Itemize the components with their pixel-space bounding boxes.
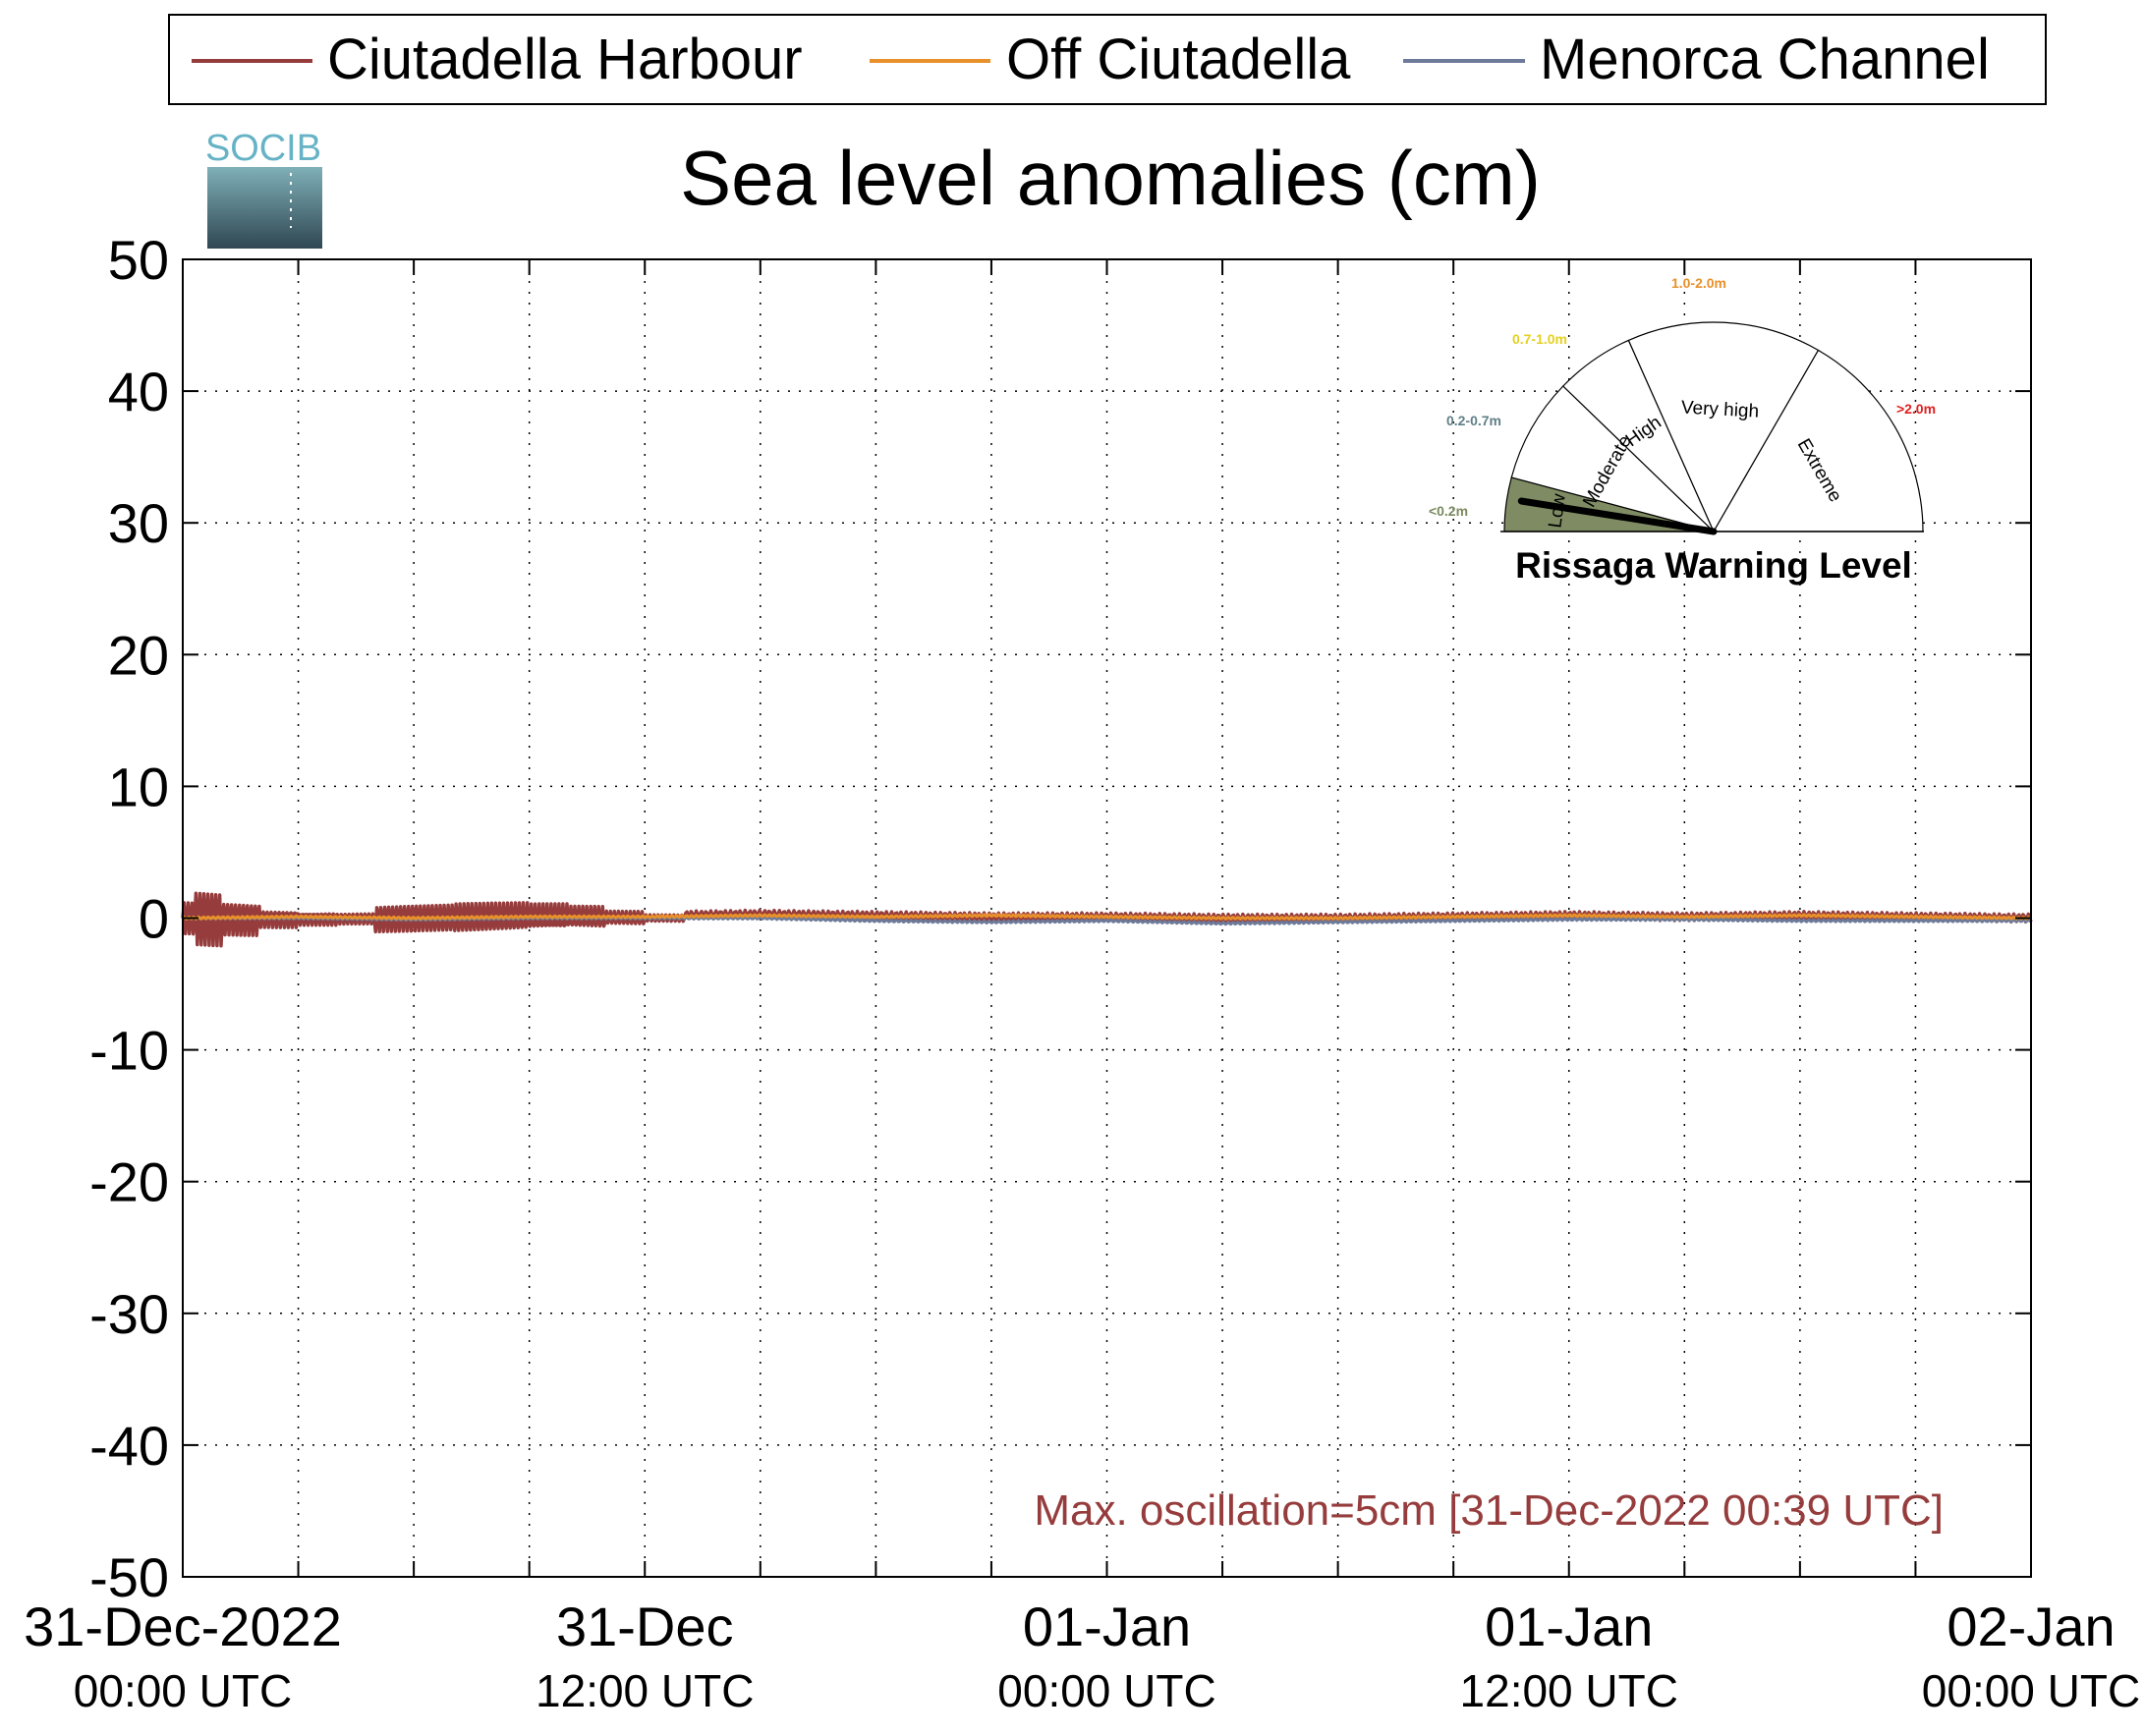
legend-box (168, 14, 2047, 105)
y-tick-label: -50 (89, 1546, 169, 1608)
x-tick-label-date: 02-Jan (1947, 1596, 2115, 1657)
x-tick-label-time: 00:00 UTC (74, 1665, 292, 1716)
y-axis-tick-labels: 50 40 30 20 10 0 -10 -20 -30 -40 -50 (89, 229, 169, 1608)
max-oscillation-annotation: Max. oscillation=5cm [31-Dec-2022 00:39 … (1034, 1486, 1944, 1535)
gauge-needle (1517, 497, 1718, 535)
x-tick-label-time: 00:00 UTC (1922, 1665, 2140, 1716)
gauge-range-label: >2.0m (1896, 401, 1936, 417)
x-tick-label-date: 01-Jan (1485, 1596, 1653, 1657)
socib-logo-block (207, 167, 322, 249)
gauge-sector-very-high (1627, 321, 1820, 533)
gauge-title: Rissaga Warning Level (1515, 545, 1912, 586)
legend-label-ciutadella-harbour: Ciutadella Harbour (327, 28, 803, 91)
y-tick-label: 30 (108, 492, 169, 554)
y-tick-label: 20 (108, 624, 169, 686)
legend-label-off-ciutadella: Off Ciutadella (1006, 28, 1351, 91)
legend: Ciutadella Harbour Off Ciutadella Menorc… (168, 14, 2047, 105)
axis-ticks (182, 258, 2032, 1578)
x-tick-label-time: 12:00 UTC (536, 1665, 754, 1716)
gauge-range-label: <0.2m (1429, 503, 1468, 519)
legend-item-ciutadella-harbour: Ciutadella Harbour (192, 28, 803, 91)
gauge-range-label: 0.7-1.0m (1512, 331, 1567, 347)
x-tick-label-date: 01-Jan (1023, 1596, 1191, 1657)
socib-logo: SOCIB (205, 128, 322, 249)
socib-logo-text: SOCIB (205, 128, 321, 169)
y-tick-label: 40 (108, 361, 169, 422)
legend-item-off-ciutadella: Off Ciutadella (870, 28, 1351, 91)
x-axis-tick-labels: 31-Dec-2022 00:00 UTC 31-Dec 12:00 UTC 01-Ja… (24, 1596, 2140, 1716)
chart-title: Sea level anomalies (cm) (680, 135, 1541, 221)
y-tick-label: -40 (89, 1415, 169, 1477)
y-tick-label: -30 (89, 1283, 169, 1345)
y-tick-label: 50 (108, 229, 169, 291)
gauge-range-labels: <0.2m 0.2-0.7m 0.7-1.0m 1.0-2.0m >2.0m (1429, 275, 1936, 519)
y-tick-label: -20 (89, 1151, 169, 1213)
gauge-sectors (1503, 321, 1924, 533)
series-layer (181, 891, 2033, 948)
y-tick-label: -10 (89, 1020, 169, 1082)
y-tick-label: 0 (139, 888, 169, 950)
series-line-off-ciutadella (182, 913, 2032, 921)
x-tick-label-date: 31-Dec-2022 (24, 1596, 342, 1657)
gauge-range-label: 1.0-2.0m (1671, 275, 1726, 291)
gauge-sector-moderate (1510, 385, 1717, 533)
legend-item-menorca-channel: Menorca Channel (1403, 28, 1990, 91)
gauge-range-label: 0.2-0.7m (1446, 413, 1501, 428)
x-tick-label-time: 00:00 UTC (997, 1665, 1215, 1716)
x-tick-label-time: 12:00 UTC (1460, 1665, 1678, 1716)
gauge-sector-extreme (1712, 349, 1924, 532)
x-tick-label-date: 31-Dec (556, 1596, 734, 1657)
gauge-sector-label: Very high (1680, 398, 1759, 422)
legend-label-menorca-channel: Menorca Channel (1540, 28, 1990, 91)
y-tick-label: 10 (108, 756, 169, 817)
